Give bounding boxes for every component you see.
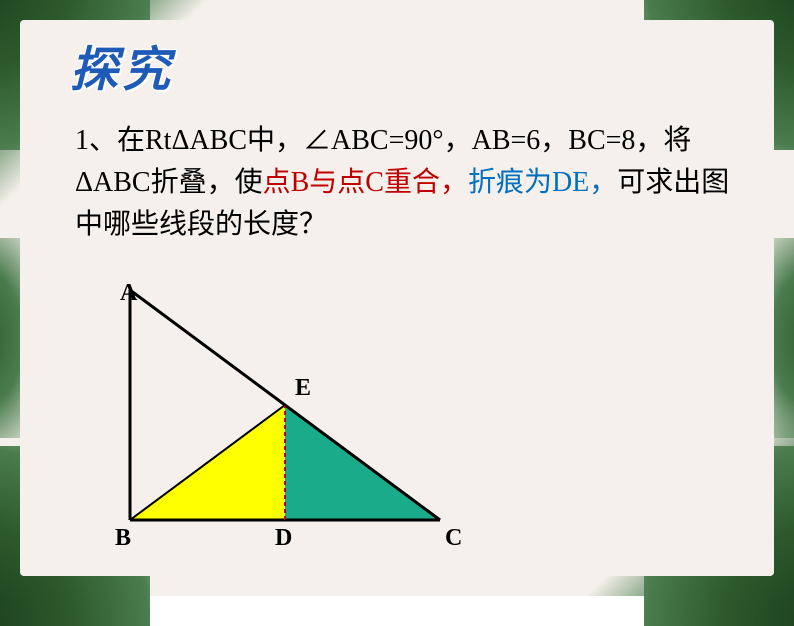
problem-blue-text: 折痕为DE，	[468, 167, 617, 198]
problem-text: 1、在RtΔABC中，∠ABC=90°，AB=6，BC=8，将ΔABC折叠，使点…	[75, 120, 734, 246]
point-label-d: D	[275, 525, 292, 552]
point-label-b: B	[115, 525, 131, 552]
point-label-c: C	[445, 525, 462, 552]
point-label-a: A	[120, 280, 137, 307]
page-title: 探究	[70, 30, 174, 100]
geometry-diagram: A B C D E	[90, 290, 490, 570]
point-label-e: E	[295, 375, 311, 402]
problem-red-text: 点B与点C重合，	[263, 167, 468, 198]
content-area: 探究 1、在RtΔABC中，∠ABC=90°，AB=6，BC=8，将ΔABC折叠…	[20, 20, 774, 576]
